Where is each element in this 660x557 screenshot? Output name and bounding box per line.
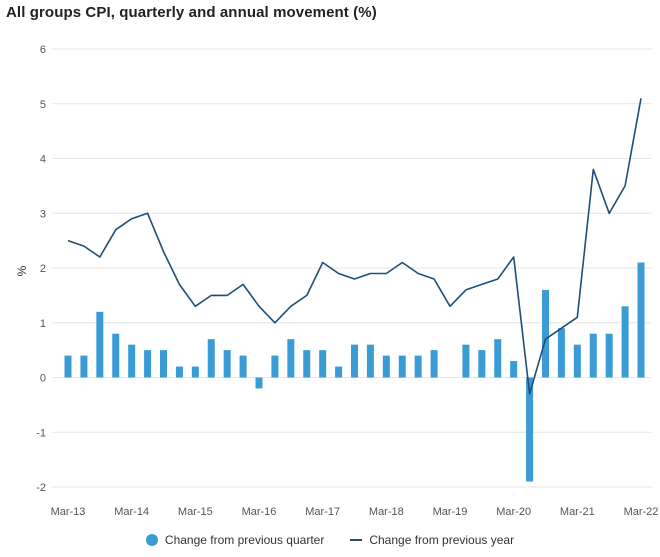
bar[interactable] bbox=[478, 350, 486, 378]
x-tick-label: Mar-13 bbox=[51, 506, 86, 518]
grid-lines bbox=[52, 48, 652, 488]
y-tick-label: 6 bbox=[40, 44, 46, 56]
bar-series bbox=[64, 262, 645, 482]
bar[interactable] bbox=[112, 333, 120, 378]
bar[interactable] bbox=[605, 333, 613, 378]
bar[interactable] bbox=[510, 361, 518, 378]
bar[interactable] bbox=[398, 355, 406, 378]
chart-title: All groups CPI, quarterly and annual mov… bbox=[6, 4, 377, 21]
bar[interactable] bbox=[573, 344, 581, 378]
bar[interactable] bbox=[287, 339, 295, 378]
bar[interactable] bbox=[80, 355, 88, 378]
bar[interactable] bbox=[239, 355, 247, 378]
bar[interactable] bbox=[526, 377, 534, 482]
y-axis-label: % bbox=[15, 265, 29, 276]
x-tick-label: Mar-19 bbox=[433, 506, 468, 518]
bar[interactable] bbox=[319, 350, 327, 378]
x-tick-label: Mar-14 bbox=[114, 506, 149, 518]
legend-item-annual[interactable]: Change from previous year bbox=[350, 533, 514, 547]
line-series bbox=[67, 98, 642, 395]
x-tick-label: Mar-15 bbox=[178, 506, 213, 518]
x-tick-label: Mar-17 bbox=[305, 506, 340, 518]
x-tick-label: Mar-21 bbox=[560, 506, 595, 518]
bar[interactable] bbox=[96, 311, 104, 378]
legend-dot-icon bbox=[145, 534, 158, 546]
bar[interactable] bbox=[382, 355, 390, 378]
y-tick-label: 0 bbox=[40, 373, 46, 385]
bar[interactable] bbox=[175, 366, 183, 378]
x-tick-label: Mar-18 bbox=[369, 506, 404, 518]
bar[interactable] bbox=[351, 344, 358, 378]
legend: Change from previous quarter Change from… bbox=[0, 533, 660, 547]
bar[interactable] bbox=[160, 350, 167, 378]
annual-change-line[interactable] bbox=[67, 98, 642, 395]
bar[interactable] bbox=[144, 350, 152, 378]
bar[interactable] bbox=[462, 344, 470, 378]
y-tick-label: 3 bbox=[40, 208, 46, 220]
x-axis-ticks: Mar-13 Mar-14 Mar-15 Mar-16 Mar-17 Mar-18 Mar-… bbox=[51, 506, 659, 518]
bar[interactable] bbox=[621, 306, 629, 378]
y-tick-label: 4 bbox=[40, 154, 46, 166]
bar[interactable] bbox=[271, 355, 279, 378]
bar[interactable] bbox=[128, 344, 136, 378]
bar[interactable] bbox=[255, 377, 263, 389]
bar[interactable] bbox=[223, 350, 231, 378]
legend-label-quarterly: Change from previous quarter bbox=[164, 533, 325, 547]
x-tick-label: Mar-22 bbox=[624, 506, 659, 518]
bar[interactable] bbox=[637, 262, 645, 378]
legend-line-icon bbox=[350, 539, 363, 541]
bar[interactable] bbox=[557, 328, 565, 378]
legend-label-annual: Change from previous year bbox=[369, 533, 515, 547]
y-tick-label: 5 bbox=[40, 99, 46, 111]
bar[interactable] bbox=[64, 355, 72, 378]
bar[interactable] bbox=[335, 366, 343, 378]
bar[interactable] bbox=[414, 355, 422, 378]
legend-item-quarterly[interactable]: Change from previous quarter bbox=[145, 533, 325, 547]
bar[interactable] bbox=[494, 339, 502, 378]
y-tick-label: -2 bbox=[36, 482, 46, 494]
bar[interactable] bbox=[366, 344, 374, 378]
bar[interactable] bbox=[430, 350, 438, 378]
y-axis-ticks: -2 -1 0 1 2 3 4 5 6 bbox=[36, 44, 46, 494]
bar[interactable] bbox=[207, 339, 215, 378]
y-tick-label: 1 bbox=[40, 318, 46, 330]
x-tick-label: Mar-16 bbox=[242, 506, 277, 518]
bar[interactable] bbox=[191, 366, 199, 378]
bar[interactable] bbox=[589, 333, 597, 378]
y-tick-label: -1 bbox=[36, 427, 46, 439]
bar[interactable] bbox=[542, 289, 549, 378]
y-tick-label: 2 bbox=[40, 263, 46, 275]
bar[interactable] bbox=[303, 350, 311, 378]
x-tick-label: Mar-20 bbox=[496, 506, 531, 518]
